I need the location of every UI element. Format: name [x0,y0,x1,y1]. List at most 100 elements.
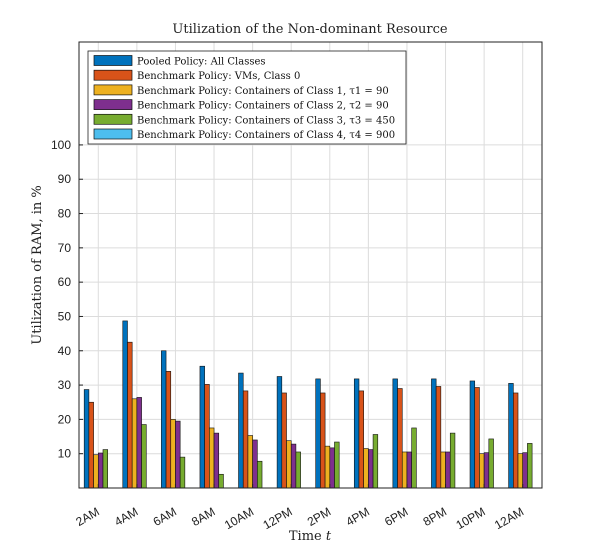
legend-box [87,50,407,145]
bar [527,443,533,489]
bar [488,438,494,489]
legend-label: Benchmark Policy: Containers of Class 1,… [137,86,389,97]
legend: Pooled Policy: All Classes Benchmark Poli… [87,50,407,145]
x-tick-label: 12AM [492,504,526,532]
bar [522,452,528,489]
legend-swatch [93,84,133,96]
bar [334,441,340,489]
bar [88,401,94,489]
legend-label: Pooled Policy: All Classes [137,57,266,68]
bar [440,451,446,489]
bar [97,452,104,489]
x-axis-label: Time t [289,529,332,544]
bar [358,390,364,489]
bar [372,434,379,489]
bar [483,452,490,489]
bar [392,378,398,489]
x-tick-label: 2PM [305,504,333,528]
y-tick-label: 50 [58,309,72,323]
x-tick-label: 2AM [73,504,101,528]
bar [247,435,253,489]
x-tick-label: 6AM [151,504,179,528]
bar [131,398,138,489]
legend-label: Benchmark Policy: Containers of Class 4,… [137,130,395,141]
x-tick-label: 8PM [421,504,449,528]
bar [122,320,128,489]
bar [315,378,321,489]
plot-area-frame [78,41,543,489]
bar [411,427,417,489]
bar [397,388,403,489]
chart-title: Utilization of the Non-dominant Resource [172,22,447,37]
legend-label: Benchmark Policy: Containers of Class 2,… [137,101,389,112]
bar [175,420,181,489]
bar [213,432,220,489]
legend-swatch [93,69,133,81]
bar [136,397,142,489]
y-tick-label: 90 [58,172,72,186]
x-axis-ticks: 2AM 4AM 6AM 8AM 10AM 12PM 2PM 4PM 6PM 8PM 10PM 12AM [73,484,526,532]
y-tick-label: 60 [58,275,72,289]
bar [324,445,331,489]
legend-swatch [93,99,133,110]
legend-label: Benchmark Policy: Containers of Class 3,… [137,115,395,126]
bar [479,453,485,489]
x-tick-label: 4AM [112,504,140,528]
y-axis-ticks: 10 20 30 40 50 60 70 80 90 100 [51,138,83,461]
y-tick-label: 10 [58,447,72,461]
bar [257,460,263,489]
bar [329,447,335,489]
bar [517,453,524,489]
y-tick-label: 40 [58,344,72,358]
bar [474,387,480,489]
bar [276,376,283,489]
legend-swatch [93,55,133,66]
x-tick-label: 10PM [453,504,487,532]
y-tick-label: 70 [58,241,72,255]
x-tick-label: 10AM [222,504,256,532]
bar [449,432,456,489]
y-tick-label: 100 [51,138,71,152]
bar [179,456,186,489]
bar [295,451,301,489]
y-axis-label: Utilization of RAM, in % [30,185,45,345]
bar [218,473,224,489]
bars [83,320,533,489]
bar [445,451,451,489]
bar [252,439,258,489]
bar [170,419,176,489]
bar [435,386,442,489]
bar [281,392,287,489]
y-tick-label: 80 [58,207,72,221]
bar [165,371,172,489]
bar [83,389,90,489]
legend-swatch [93,128,133,140]
bar [406,451,412,489]
bar [204,384,210,489]
bar [431,378,437,489]
bar [102,449,108,489]
bar [161,350,167,489]
bar [469,380,476,489]
bar [242,390,249,489]
bar [368,449,374,489]
y-tick-label: 30 [58,378,72,392]
bar [401,451,408,489]
bar [320,392,326,489]
legend-label: Benchmark Policy: VMs, Class 0 [137,71,300,82]
x-axis-label-variable: t [326,529,332,544]
bar [513,392,519,489]
bar [363,448,369,489]
bar [127,341,133,489]
bar [290,443,297,489]
bar [508,383,514,489]
bar [353,378,360,489]
bar [93,454,99,489]
bar [238,372,244,489]
legend-swatch [93,113,133,125]
y-tick-label: 20 [58,412,72,426]
bar [199,365,205,489]
bar [141,424,147,489]
x-tick-label: 6PM [382,504,410,528]
